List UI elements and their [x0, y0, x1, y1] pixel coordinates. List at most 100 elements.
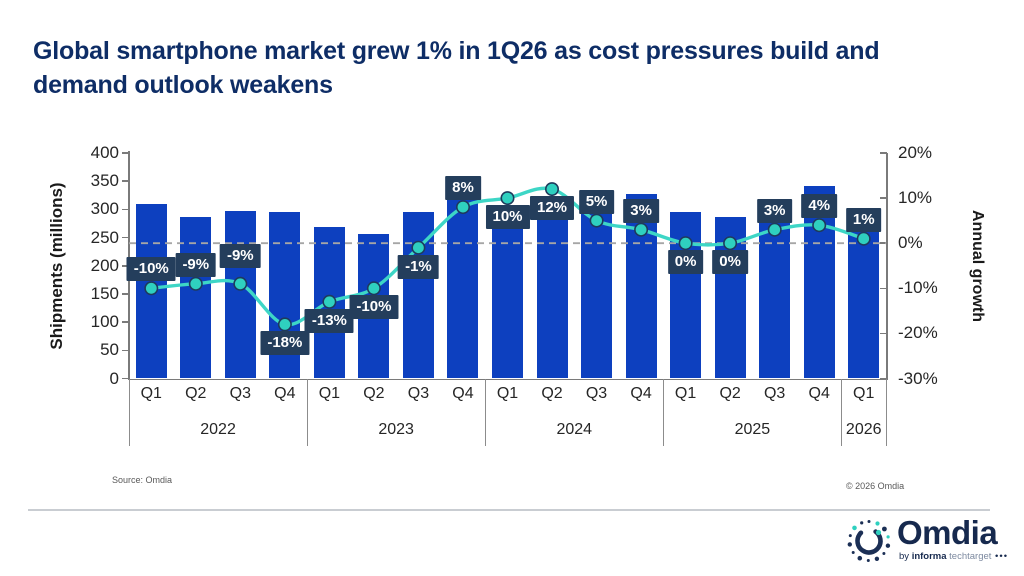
- year-label: 2026: [845, 421, 882, 438]
- omdia-logo-icon: [847, 520, 891, 562]
- shipments-bar: [224, 211, 256, 379]
- right-axis-tick: [880, 287, 887, 290]
- quarter-label: Q2: [185, 385, 207, 402]
- right-axis-tick: [880, 152, 887, 154]
- left-axis-tick-label: 100: [90, 312, 119, 332]
- left-axis-tick-label: 250: [90, 227, 119, 247]
- left-axis-tick: [122, 152, 129, 154]
- year-separator: [663, 378, 665, 446]
- shipments-bar: [135, 203, 167, 379]
- right-axis-tick-label: -20%: [898, 323, 938, 343]
- shipments-bar: [848, 209, 880, 379]
- shipments-bar: [670, 211, 702, 379]
- growth-label: 10%: [485, 205, 530, 230]
- left-axis-tick-label: 0: [109, 368, 119, 388]
- growth-label: 3%: [623, 198, 659, 223]
- quarter-label: Q1: [853, 385, 875, 402]
- left-axis-tick-label: 200: [90, 255, 119, 275]
- omdia-logo: Omdia by informa techtarget •••: [845, 514, 1008, 567]
- growth-label: -1%: [398, 254, 439, 279]
- quarter-label: Q1: [496, 385, 519, 402]
- year-separator: [886, 378, 887, 446]
- growth-label: 0%: [712, 250, 748, 275]
- left-axis-tick: [122, 236, 129, 239]
- shipments-bar: [402, 211, 434, 379]
- right-axis-tick-label: 10%: [898, 188, 933, 208]
- growth-label: -18%: [260, 331, 310, 356]
- right-axis-line: [886, 153, 888, 380]
- year-label: 2025: [734, 421, 771, 438]
- year-separator: [485, 378, 487, 446]
- year-separator: [307, 378, 309, 446]
- growth-label: 4%: [801, 194, 838, 219]
- shipments-bar: [759, 198, 791, 379]
- growth-label: -10%: [126, 257, 176, 282]
- shipments-bar: [492, 211, 523, 379]
- year-separator: [129, 378, 130, 446]
- quarter-label: Q2: [719, 385, 741, 402]
- growth-label: 0%: [667, 250, 704, 275]
- quarter-label: Q4: [630, 385, 652, 402]
- growth-label: 5%: [578, 189, 615, 214]
- left-axis-tick: [122, 180, 129, 182]
- shipments-bar: [536, 216, 568, 379]
- right-axis-title: Annual growth: [969, 210, 986, 322]
- source-note: Source: Omdia: [112, 475, 173, 485]
- growth-label: 8%: [445, 176, 481, 201]
- shipments-bar: [714, 216, 746, 379]
- left-axis-tick: [122, 293, 129, 295]
- growth-label: 12%: [530, 196, 575, 221]
- right-axis-tick-label: 20%: [898, 143, 933, 162]
- quarter-label: Q4: [452, 385, 474, 402]
- year-label: 2023: [378, 421, 414, 438]
- quarter-label: Q1: [140, 385, 162, 402]
- growth-marker: [500, 191, 515, 206]
- right-axis-tick-label: -10%: [898, 278, 938, 298]
- quarter-label: Q1: [318, 385, 341, 402]
- quarter-label: Q2: [363, 385, 385, 402]
- growth-label: -13%: [304, 308, 354, 333]
- quarter-label: Q4: [274, 385, 296, 402]
- right-axis-tick: [880, 332, 887, 335]
- left-axis-tick: [122, 321, 129, 323]
- shipments-bar: [447, 199, 479, 379]
- quarter-label: Q1: [674, 385, 697, 402]
- year-separator: [841, 378, 843, 446]
- byline-by: by: [899, 551, 912, 562]
- year-label: 2024: [556, 421, 593, 438]
- quarter-label: Q3: [763, 385, 786, 402]
- quarter-label: Q3: [407, 385, 430, 402]
- left-axis-tick-label: 150: [90, 283, 119, 303]
- byline-techtarget: techtarget: [946, 551, 992, 562]
- shipments-bar: [581, 203, 613, 379]
- growth-label: 3%: [756, 198, 793, 223]
- left-axis-tick-label: 300: [90, 199, 119, 219]
- left-axis-tick-label: 350: [90, 171, 119, 191]
- left-axis-tick: [122, 208, 129, 211]
- shipments-bar: [313, 226, 345, 379]
- growth-label: 1%: [845, 207, 882, 232]
- left-axis-tick: [122, 377, 129, 380]
- growth-label: -10%: [349, 295, 399, 320]
- quarter-label: Q3: [585, 385, 608, 402]
- left-axis-tick-label: 50: [100, 340, 119, 360]
- growth-marker: [544, 182, 559, 197]
- left-axis-tick: [122, 349, 129, 352]
- footer-divider: [28, 509, 990, 511]
- year-label: 2022: [200, 421, 236, 438]
- chart-title: Global smartphone market grew 1% in 1Q26…: [33, 37, 880, 99]
- shipments-bar: [180, 217, 212, 379]
- right-axis-tick-label: 0%: [898, 233, 923, 253]
- quarter-label: Q2: [541, 385, 563, 402]
- quarter-label: Q4: [808, 385, 830, 402]
- x-axis-line: [128, 378, 887, 380]
- byline-dots: •••: [991, 551, 1009, 562]
- growth-label: -9%: [219, 243, 261, 268]
- omdia-logo-text: Omdia: [897, 514, 998, 551]
- left-axis-tick-label: 400: [90, 143, 119, 162]
- copyright-note: © 2026 Omdia: [846, 481, 905, 491]
- byline-informa: informa: [911, 551, 947, 562]
- quarter-label: Q3: [229, 385, 251, 402]
- omdia-logo-byline: by informa techtarget •••: [899, 551, 1008, 562]
